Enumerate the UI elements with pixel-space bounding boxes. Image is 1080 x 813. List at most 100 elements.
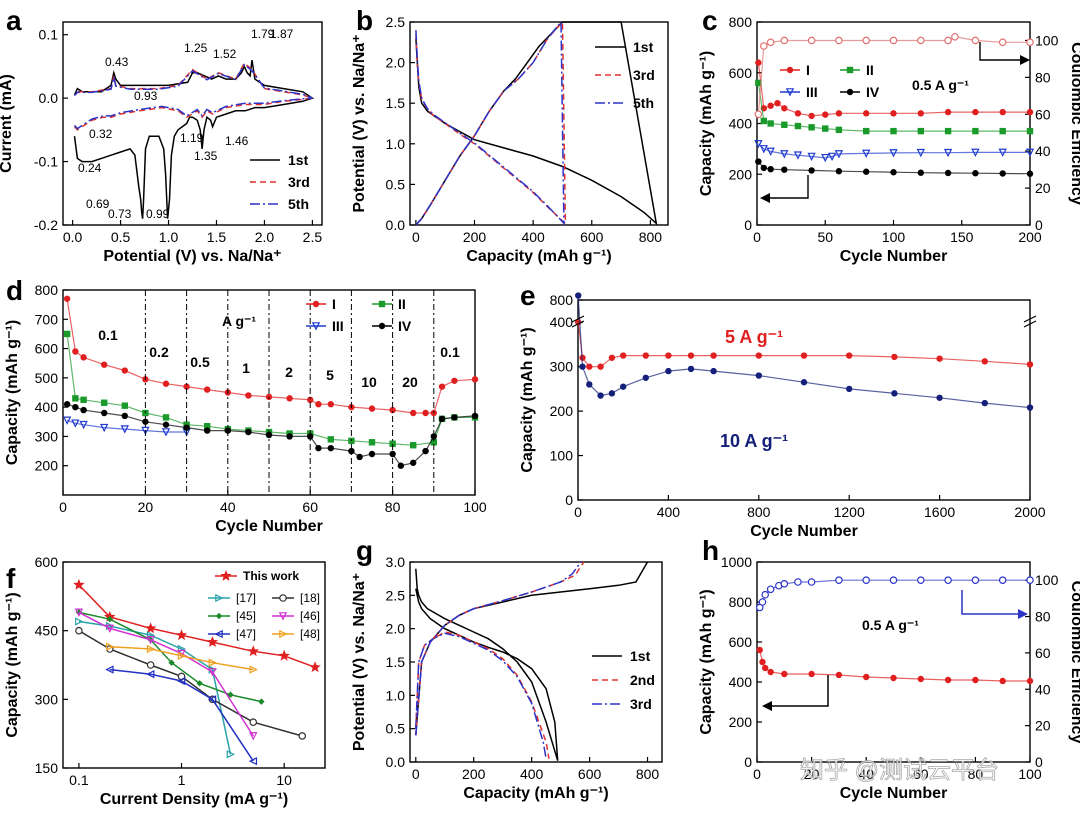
data-point-e	[891, 353, 898, 361]
data-point-d	[422, 447, 429, 455]
y2-tick-label-h: 40	[1035, 681, 1051, 697]
data-point-c	[916, 36, 925, 45]
x-tick-label-h: 40	[858, 766, 874, 782]
y-tick-label-d: 700	[35, 311, 59, 327]
rate-step-label-3: 1	[242, 360, 250, 376]
legend-f-marker-3	[215, 612, 223, 620]
y2-tick-label-h: 20	[1035, 718, 1051, 734]
data-point-h	[1026, 677, 1034, 685]
panel-h: h0 20 40 60 80 100020040060080010000204060801…	[698, 535, 1080, 802]
data-point-c	[755, 79, 762, 87]
arrow-to-right-axis	[961, 590, 1020, 615]
series-line-a-1	[73, 62, 313, 131]
peak-label-11: 0.69	[86, 197, 110, 211]
series-line-g-5	[415, 561, 582, 736]
data-point-e	[579, 363, 586, 370]
data-point-d	[356, 453, 363, 461]
data-point-c	[972, 170, 979, 177]
y-tick-label-b: 2.0	[386, 55, 406, 71]
data-point-d	[397, 462, 405, 469]
rate-step-label-2: 0.5	[190, 354, 210, 370]
data-point-d	[80, 354, 87, 361]
data-point-d	[204, 422, 211, 430]
x-axis-label-d: Cycle Number	[215, 518, 323, 535]
data-point-e	[608, 354, 616, 361]
data-point-f	[208, 668, 217, 677]
data-point-d	[315, 401, 322, 408]
data-point-e	[981, 399, 988, 407]
arrow-ce-axis	[979, 42, 1022, 61]
y-tick-label-b: 1.5	[386, 95, 406, 111]
data-point-e	[1026, 361, 1034, 368]
panel-e: e 0 400 800 1200 1600 2000 0 100 200 300 400 800 Cycl…	[519, 280, 1046, 540]
y2-tick-label-c: 40	[1035, 143, 1051, 159]
legend-f-marker-1	[215, 593, 224, 603]
data-point-d	[368, 450, 376, 458]
data-point-f	[168, 659, 175, 666]
data-point-h	[889, 576, 898, 584]
data-point-d	[471, 412, 479, 420]
data-point-e	[586, 363, 593, 370]
data-point-e	[665, 367, 672, 375]
data-point-f	[176, 676, 186, 686]
data-point-d	[162, 421, 170, 428]
legend-a-1-label: 3rd	[288, 174, 310, 190]
y-tick-label-c: 400	[729, 116, 753, 132]
y-tick-label-g: 2.0	[386, 621, 406, 637]
y-tick-label-d: 800	[35, 282, 59, 298]
y2-tick-label-c: 60	[1035, 106, 1051, 122]
y-tick-label-d: 600	[35, 341, 59, 357]
data-point-d	[438, 415, 446, 423]
data-point-d	[204, 386, 211, 393]
y-tick-label-a: -0.2	[34, 217, 58, 233]
y-axis-label-a: Current (mA)	[0, 74, 15, 173]
legend-d-marker-2	[311, 322, 321, 331]
peak-label-2: 1.52	[213, 47, 237, 61]
data-point-e	[1026, 404, 1034, 411]
data-point-c	[998, 38, 1007, 47]
peak-label-9: 1.35	[194, 149, 218, 163]
data-point-e	[755, 352, 762, 359]
legend-a-2-label: 5th	[288, 196, 309, 212]
data-point-h	[998, 576, 1007, 584]
data-point-e	[846, 385, 853, 393]
data-point-d	[79, 420, 88, 430]
series-line-b-2	[415, 19, 565, 226]
data-point-e	[665, 352, 672, 359]
data-point-d	[307, 396, 314, 404]
data-point-d	[121, 367, 128, 374]
panel-c: c0 50 100 150 2000200400600800020406080100Co…	[698, 5, 1080, 265]
legend-f-label-1: [17]	[236, 591, 256, 605]
y2-tick-label-c: 100	[1035, 32, 1059, 48]
x-tick-label-f: 1	[178, 772, 186, 788]
x-tick-label-d: 20	[138, 499, 154, 515]
data-point-c	[781, 105, 788, 112]
data-point-f	[177, 651, 187, 661]
y-tick-label-e: 200	[550, 403, 574, 419]
x-tick-label-a: 0.5	[111, 229, 131, 245]
data-point-d	[141, 426, 150, 436]
legend-c-marker-0	[786, 66, 794, 74]
data-point-c	[944, 127, 952, 135]
y2-axis-label-c: Coulombic Efficiency	[1068, 42, 1080, 205]
data-point-e	[800, 379, 808, 386]
data-point-h	[944, 576, 952, 584]
label-5A: 5 A g⁻¹	[725, 327, 783, 347]
peak-label-1: 1.25	[184, 41, 208, 55]
x-tick-label-c: 150	[950, 229, 974, 245]
data-point-c	[862, 36, 871, 45]
data-point-c	[971, 36, 980, 45]
data-point-c	[1026, 108, 1034, 116]
x-tick-label-f: 10	[276, 772, 292, 788]
panels: a 0.0 0.5 1.0 1.5 2.0 2.5 0.1 0.0 -0.1 -0.2 Potenti…	[0, 5, 1080, 808]
plot-frame-a	[62, 21, 323, 226]
data-point-d	[286, 395, 293, 402]
x-tick-label-a: 2.0	[255, 229, 275, 245]
x-tick-label-h: 0	[753, 766, 761, 782]
y-tick-label-e: 0	[565, 492, 573, 508]
data-point-c	[835, 168, 843, 175]
panel-letter-d: d	[6, 275, 23, 306]
x-tick-label-h: 80	[968, 766, 984, 782]
data-point-e	[642, 352, 649, 359]
series-line-c-2	[757, 143, 1030, 159]
